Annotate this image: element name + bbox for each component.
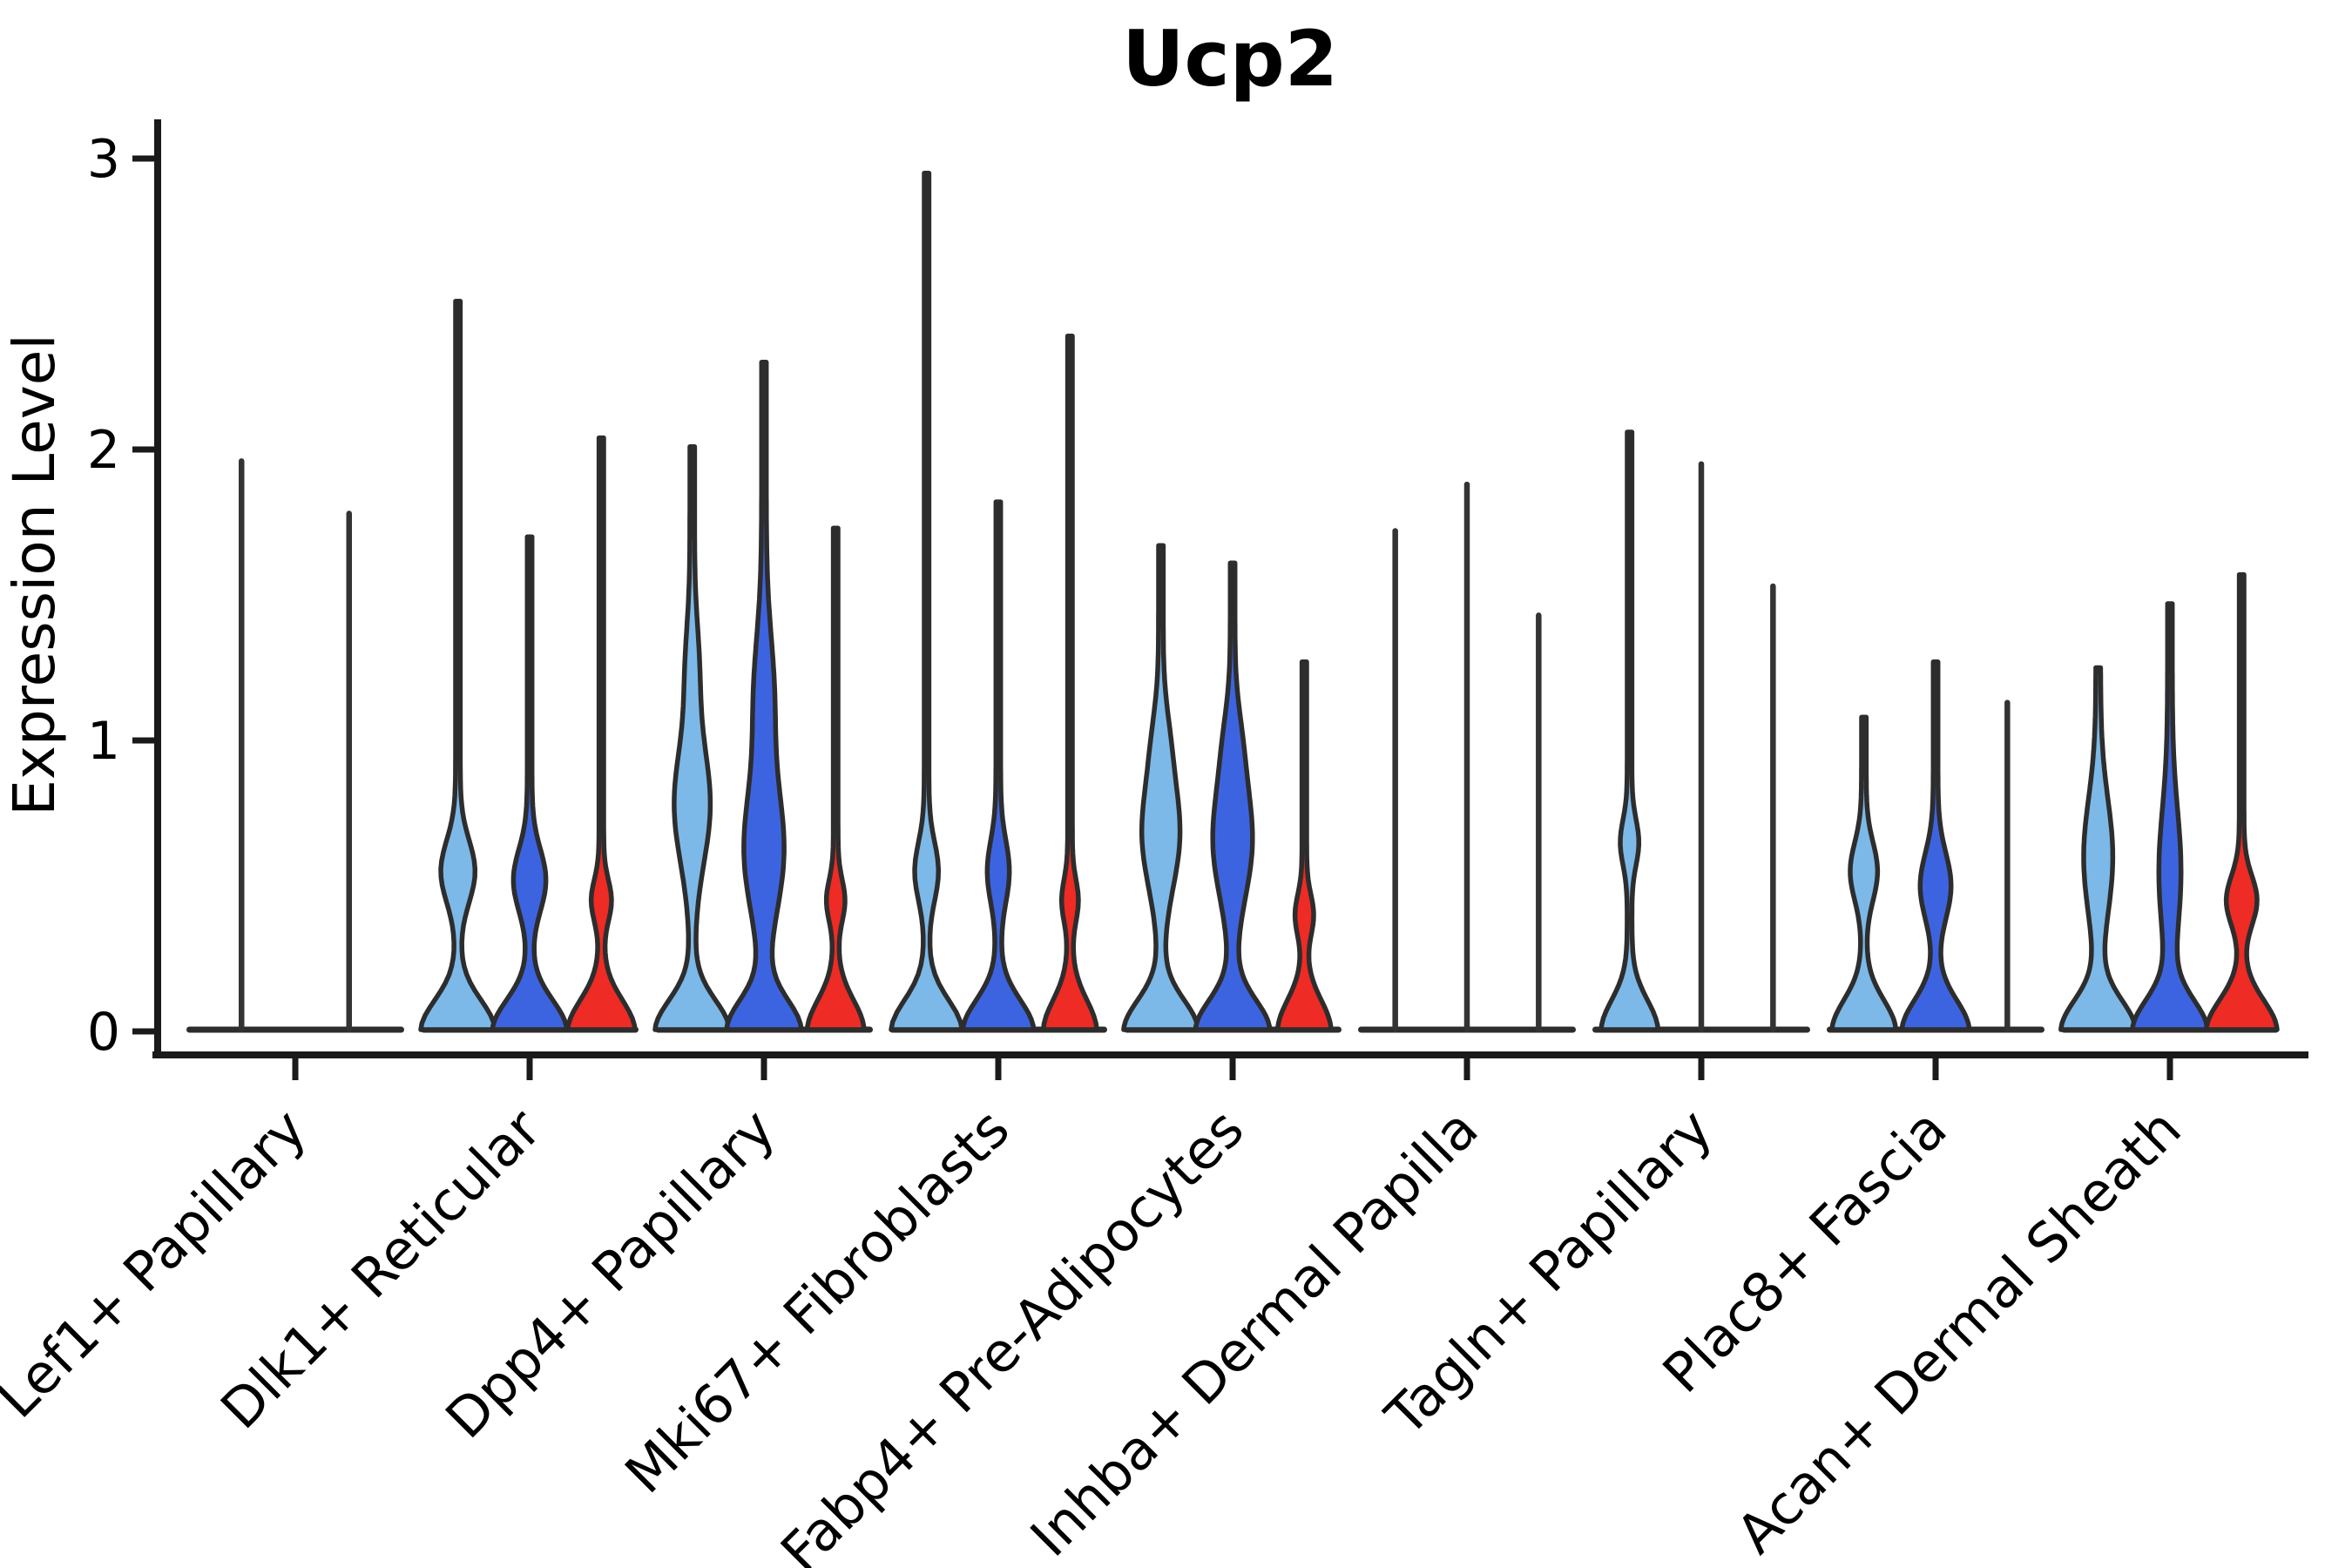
violin-light-blue <box>1829 714 1899 1032</box>
violin-red <box>1040 333 1099 1032</box>
violin-dark-blue <box>960 499 1037 1032</box>
x-tick-label: Fabp4+ Pre-Adipocytes <box>768 1097 1255 1568</box>
violin-red <box>2203 571 2280 1032</box>
violin-light-blue <box>652 443 733 1032</box>
violin-light-blue <box>1121 543 1201 1032</box>
violin-dark-blue <box>490 534 570 1032</box>
violin-red <box>1274 659 1334 1032</box>
violin-dark-blue <box>2130 601 2210 1032</box>
x-tick-label: Acan+ Dermal Sheath <box>1724 1097 2193 1565</box>
x-tick-label: Inhba+ Dermal Papilla <box>1018 1097 1490 1568</box>
y-ticks <box>132 155 157 1035</box>
violin-light-blue <box>1598 429 1661 1032</box>
x-ticks <box>292 1055 2173 1080</box>
violin-dark-blue <box>1193 560 1273 1032</box>
x-tick-label: Mki67+ Fibroblasts <box>612 1097 1021 1505</box>
violin-red <box>564 435 638 1032</box>
y-axis-label: Expression Level <box>1 334 68 815</box>
y-tick-label: 3 <box>87 129 120 190</box>
violin-light-blue <box>418 298 498 1032</box>
violin-dark-blue <box>1899 659 1972 1032</box>
violin-light-blue <box>2058 665 2139 1032</box>
violin-light-blue <box>889 170 965 1032</box>
chart-title: Ucp2 <box>1122 14 1338 104</box>
y-tick-label: 0 <box>87 1002 120 1063</box>
y-tick-label: 2 <box>87 420 120 481</box>
y-tick-label: 1 <box>87 711 120 772</box>
violin-red <box>804 525 867 1032</box>
violin-dark-blue <box>724 360 804 1032</box>
y-tick-labels: 0 1 2 3 <box>87 129 120 1063</box>
violins-layer <box>239 170 2280 1033</box>
